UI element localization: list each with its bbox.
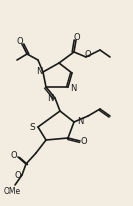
Text: O: O [81, 137, 87, 146]
Text: N: N [36, 67, 42, 76]
Text: O: O [74, 33, 80, 41]
Text: N: N [70, 83, 76, 92]
Text: N: N [77, 117, 83, 125]
Text: O: O [11, 151, 17, 160]
Text: O: O [17, 36, 23, 46]
Text: O: O [15, 172, 21, 180]
Text: N: N [47, 94, 53, 103]
Text: OMe: OMe [3, 186, 21, 195]
Text: S: S [29, 123, 35, 131]
Text: O: O [85, 49, 91, 59]
